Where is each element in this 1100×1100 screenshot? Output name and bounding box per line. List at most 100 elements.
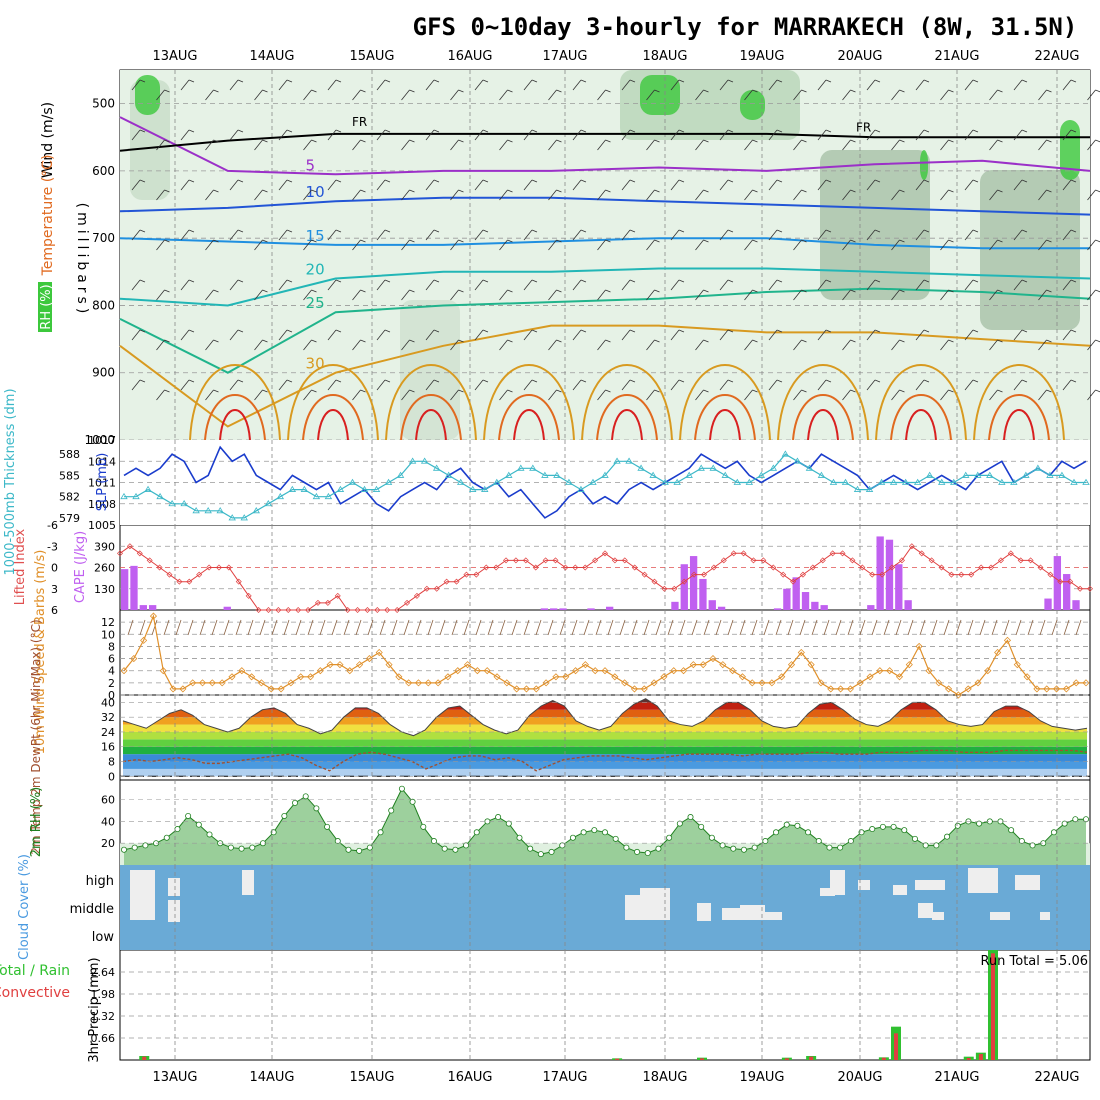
data-point — [915, 642, 923, 650]
li-point — [512, 557, 519, 564]
surface-wind-barb — [463, 619, 470, 636]
thickness-tick-label: 582 — [59, 491, 80, 504]
wind-barb — [646, 389, 655, 401]
wind-barb-flag — [482, 229, 489, 233]
wind-barb — [425, 279, 435, 291]
wind-barb — [817, 229, 827, 241]
rh-point — [773, 829, 780, 836]
wind-barb — [719, 79, 729, 91]
wind-barb-flag — [139, 129, 146, 133]
surface-wind-barb — [223, 619, 230, 636]
warm-isotherm — [415, 409, 447, 441]
wind-barb — [548, 189, 557, 201]
wind-barb-flag — [923, 279, 930, 283]
wind-barb — [156, 139, 165, 151]
wind-barb-flag — [899, 339, 905, 343]
top-date-label: 19AUG — [739, 49, 784, 64]
wind-barb-flag — [654, 239, 660, 243]
rh-point — [292, 799, 299, 806]
wind-barb — [621, 279, 631, 291]
li-point — [265, 607, 272, 613]
surface-wind-barb — [439, 619, 446, 636]
wind-barb-flag — [654, 339, 660, 343]
slp-tick-label: 1017 — [88, 434, 116, 447]
bottom-date-label: 15AUG — [349, 1070, 394, 1085]
wind-barb-flag — [874, 229, 881, 233]
wind-barb-flag — [874, 129, 881, 133]
wind-barb-flag — [1070, 79, 1077, 83]
rh-point — [345, 846, 352, 853]
data-point — [424, 679, 432, 687]
li-point — [1007, 550, 1014, 557]
wind-barb-flag — [899, 189, 905, 193]
wind-barb — [989, 189, 998, 201]
wind-barb-flag — [556, 89, 562, 93]
wind-barb-flag — [972, 329, 979, 333]
wind-barb-flag — [727, 179, 734, 183]
wind-barb — [572, 129, 582, 141]
wind-barb-flag — [409, 339, 415, 343]
li-point — [206, 564, 213, 571]
wind-barb-flag — [360, 89, 366, 93]
data-point — [1072, 679, 1080, 687]
wind-barb — [695, 339, 704, 351]
surface-wind-barb — [487, 619, 494, 636]
wind-barb — [352, 89, 361, 101]
wind-barb — [352, 139, 361, 151]
wind-barb — [768, 329, 778, 341]
rh-tick-label: 60 — [101, 794, 115, 807]
wind-barb-flag — [1070, 379, 1077, 383]
wind-barb-flag — [164, 139, 170, 143]
cape-bar — [121, 569, 129, 610]
wind-barb-flag — [948, 189, 954, 193]
rh-point — [569, 834, 576, 841]
wind-barb-flag — [850, 239, 856, 243]
rh-point — [334, 838, 341, 845]
data-point — [709, 655, 717, 663]
wind-barb-flag — [678, 379, 685, 383]
wind-barb — [964, 79, 974, 91]
wind-barb-flag — [139, 329, 146, 333]
warm-isotherm — [973, 364, 1065, 441]
warm-isotherm — [385, 364, 477, 441]
wind-barb-flag — [531, 179, 538, 183]
wind-barb — [474, 379, 484, 391]
rh-point — [131, 844, 138, 851]
wind-barb — [1038, 89, 1047, 101]
wind-barb-flag — [703, 389, 709, 393]
ylabel-pressure: (millibars) — [74, 203, 90, 318]
wind-barb-flag — [458, 289, 464, 293]
wind-barb-flag — [188, 79, 195, 83]
wind-barb-flag — [139, 379, 146, 383]
cape-bar — [801, 592, 810, 610]
wind-barb-flag — [1021, 279, 1028, 283]
pressure-tick-label: 800 — [92, 298, 115, 312]
surface-wind-barb — [199, 619, 206, 636]
wind-barb — [131, 229, 141, 241]
wind-barb — [425, 379, 435, 391]
wind-barb — [229, 279, 239, 291]
wind-barb — [915, 129, 925, 141]
wind-barb — [719, 379, 729, 391]
wind-barb — [548, 289, 557, 301]
rh-point — [794, 822, 801, 829]
wind-barb — [744, 339, 753, 351]
wind-barb — [695, 139, 704, 151]
wind-barb — [401, 239, 410, 251]
rh-tick-label: 20 — [101, 837, 115, 850]
wind-barb — [131, 379, 141, 391]
wind-barb — [450, 389, 459, 401]
wind-barb — [352, 189, 361, 201]
surface-wind-barb — [919, 619, 926, 636]
cloud-cell — [858, 880, 870, 890]
wind-barb — [523, 329, 533, 341]
wind-barb — [254, 189, 263, 201]
wind-barb — [180, 329, 190, 341]
wind-barb-flag — [899, 239, 905, 243]
wind-barb-flag — [727, 329, 734, 333]
wind-barb-flag — [923, 79, 930, 83]
wind-barb — [548, 139, 557, 151]
li-point — [542, 557, 549, 564]
wind-barb — [1038, 389, 1047, 401]
li-point — [503, 557, 510, 564]
